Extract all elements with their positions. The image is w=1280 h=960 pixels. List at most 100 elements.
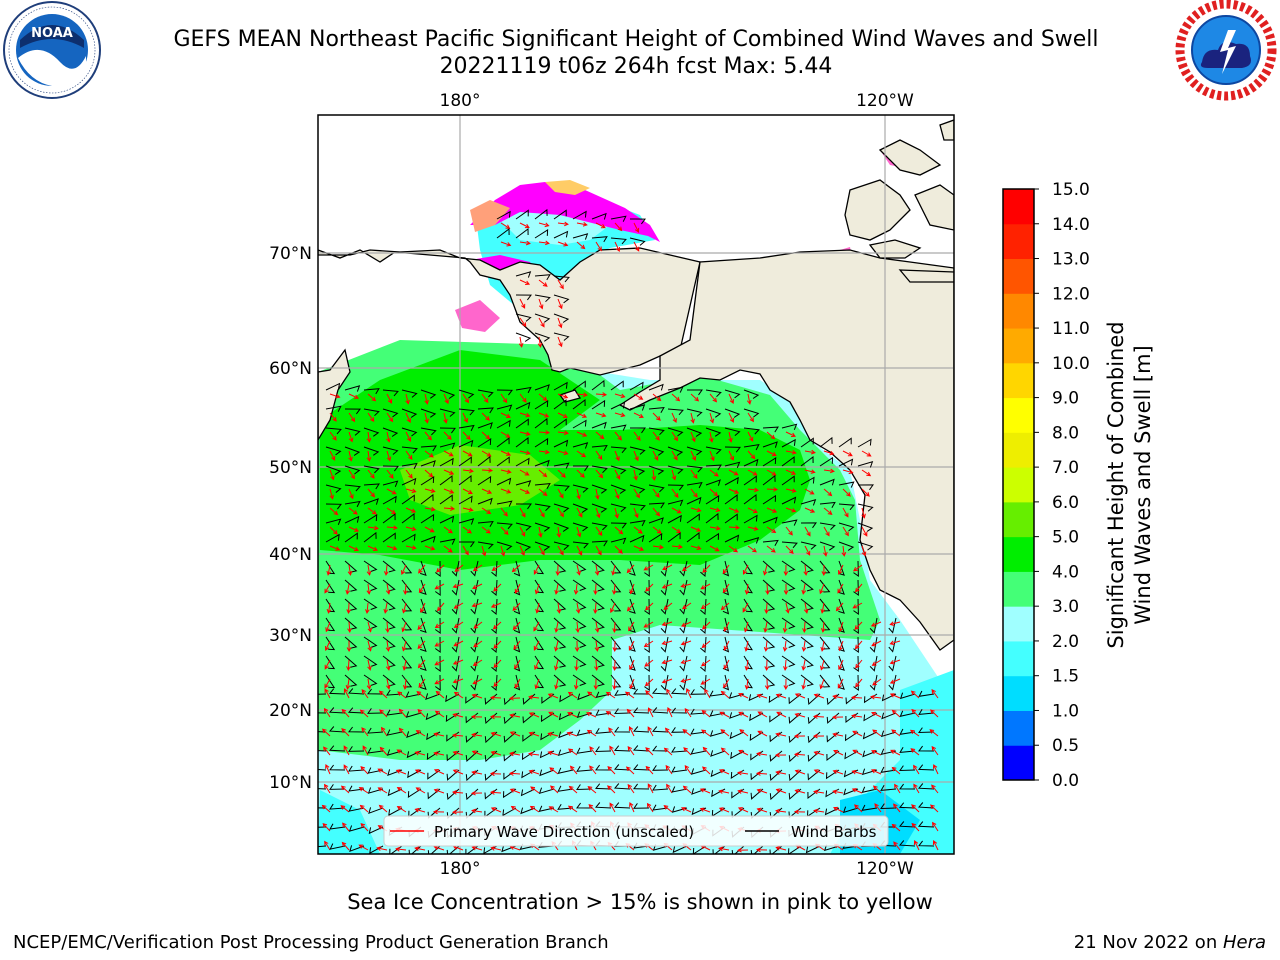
wind-barb — [534, 579, 545, 594]
wave-direction-arrow — [823, 450, 835, 456]
wave-direction-arrow — [573, 678, 579, 690]
wind-barb — [553, 655, 567, 668]
wind-barb — [496, 500, 513, 507]
wave-direction-arrow — [690, 450, 696, 461]
wind-barb — [515, 228, 529, 239]
wave-direction-arrow — [324, 659, 331, 670]
wave-direction-arrow — [702, 746, 711, 756]
wind-barb — [671, 806, 688, 813]
wave-direction-arrow — [671, 544, 683, 550]
wave-direction-arrow — [436, 564, 445, 573]
wave-direction-arrow — [723, 659, 730, 670]
wave-direction-arrow — [347, 621, 352, 634]
wind-barb — [534, 560, 545, 575]
wind-barb — [651, 726, 669, 733]
wave-direction-arrow — [462, 412, 468, 424]
wave-direction-arrow — [652, 488, 660, 498]
wave-direction-arrow — [473, 640, 483, 648]
colorbar-segment — [1003, 675, 1034, 711]
wave-direction-arrow — [325, 763, 331, 775]
wave-direction-arrow — [728, 469, 739, 476]
wave-direction-arrow — [775, 808, 787, 814]
wave-direction-arrow — [664, 727, 673, 737]
wind-barb — [470, 579, 479, 596]
wave-direction-arrow — [894, 783, 901, 794]
colorbar-tick-label: 10.0 — [1052, 354, 1090, 374]
wave-direction-arrow — [766, 431, 776, 440]
wave-direction-arrow — [329, 393, 341, 399]
wave-direction-arrow — [766, 526, 777, 533]
wind-barb — [853, 674, 859, 691]
wave-direction-arrow — [775, 732, 787, 737]
wave-direction-arrow — [671, 488, 679, 498]
wind-barb — [644, 560, 650, 577]
lon-label-bottom-120w: 120°W — [856, 859, 914, 879]
wind-barb — [516, 503, 532, 510]
wave-direction-arrow — [910, 748, 920, 756]
wave-direction-arrow — [819, 583, 825, 595]
wave-direction-arrow — [837, 583, 844, 594]
wave-direction-arrow — [376, 846, 388, 851]
wind-barb — [534, 503, 551, 512]
wave-direction-arrow — [324, 678, 331, 689]
wave-direction-arrow — [472, 659, 483, 666]
wind-barb — [420, 513, 435, 524]
wind-barb — [591, 445, 608, 452]
wind-barb — [496, 389, 513, 396]
wave-direction-arrow — [702, 564, 711, 573]
wind-barb — [387, 788, 403, 797]
wave-direction-arrow — [855, 659, 863, 669]
wind-barb — [553, 636, 567, 649]
wind-barb — [613, 783, 631, 790]
wind-barb — [477, 438, 492, 448]
wave-direction-arrow — [538, 449, 550, 455]
wind-barb — [491, 560, 498, 578]
wind-barb — [629, 598, 636, 614]
wind-barb — [888, 636, 897, 653]
wave-direction-arrow — [661, 640, 673, 646]
wave-direction-arrow — [490, 750, 502, 756]
wind-barb — [435, 617, 441, 634]
wind-barb — [405, 711, 422, 718]
wave-direction-arrow — [690, 431, 696, 443]
wave-direction-arrow — [481, 412, 490, 421]
wind-barb — [800, 456, 814, 467]
wind-barb — [861, 786, 878, 794]
wind-barb — [458, 408, 475, 416]
wave-direction-arrow — [471, 770, 483, 775]
wave-direction-arrow — [554, 640, 559, 652]
wave-direction-arrow — [801, 678, 806, 690]
wave-direction-arrow — [385, 583, 391, 595]
wave-direction-arrow — [647, 783, 654, 794]
wave-direction-arrow — [530, 786, 540, 794]
wind-barb — [382, 617, 396, 630]
wave-direction-arrow — [377, 768, 388, 775]
wave-direction-arrow — [557, 450, 569, 456]
wave-direction-arrow — [699, 807, 711, 813]
wave-direction-arrow — [728, 412, 735, 423]
wind-barb — [610, 560, 622, 574]
wave-direction-arrow — [568, 785, 578, 794]
wave-direction-arrow — [367, 488, 376, 498]
wind-barb — [724, 408, 741, 418]
colorbar-tick-label: 14.0 — [1052, 215, 1090, 235]
wave-direction-arrow — [367, 412, 375, 423]
wave-direction-arrow — [585, 712, 597, 718]
wave-direction-arrow — [346, 640, 352, 653]
wind-barb — [853, 598, 859, 615]
wind-barb — [363, 655, 378, 667]
wave-direction-arrow — [756, 693, 768, 699]
wave-direction-arrow — [633, 241, 640, 252]
wind-barb — [800, 617, 814, 630]
wind-barb — [862, 731, 878, 740]
wind-barb — [709, 710, 726, 717]
wind-barb — [762, 617, 776, 630]
wind-barb — [838, 481, 855, 488]
wave-direction-arrow — [557, 336, 563, 348]
wave-direction-arrow — [537, 336, 543, 348]
wind-barb — [844, 731, 859, 742]
wave-direction-arrow — [614, 412, 626, 418]
wave-direction-arrow — [386, 450, 392, 462]
wave-direction-arrow — [723, 678, 730, 689]
wave-direction-arrow — [322, 822, 331, 832]
